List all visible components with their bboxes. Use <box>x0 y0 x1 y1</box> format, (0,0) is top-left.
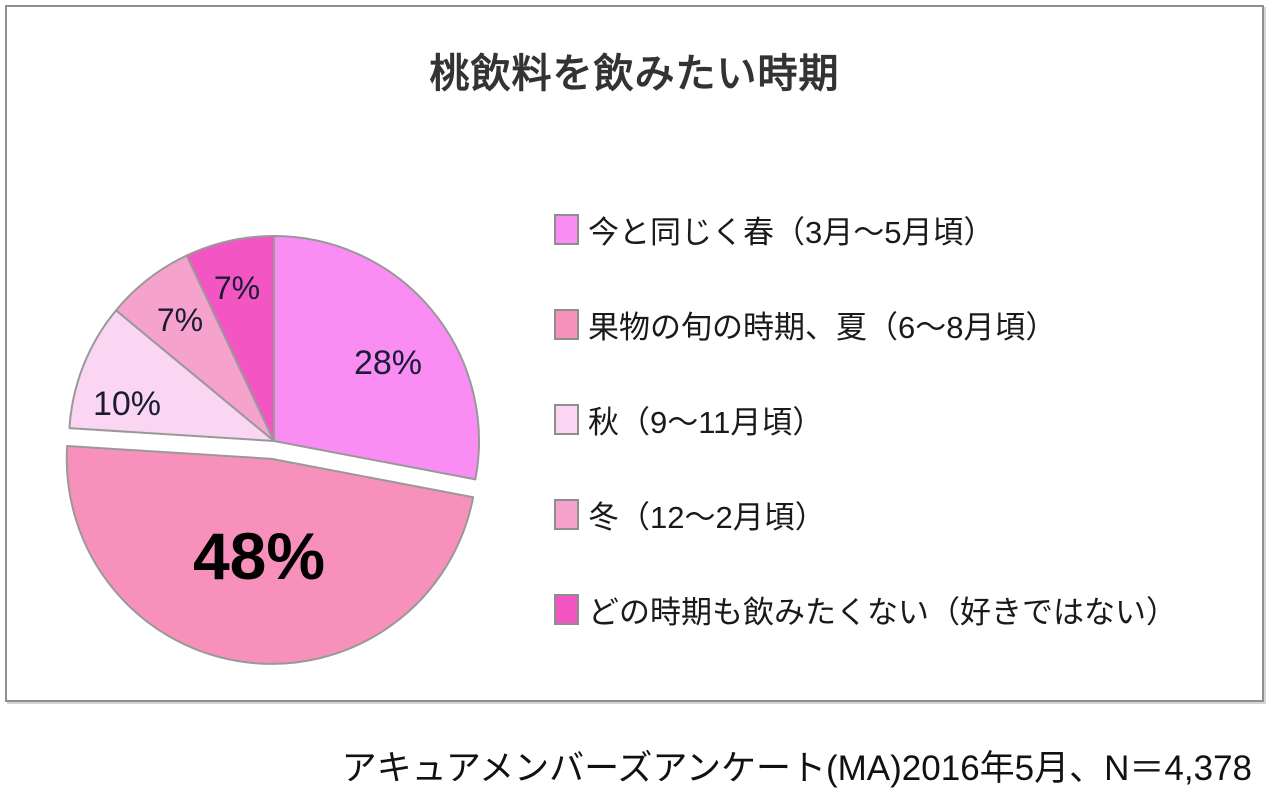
legend-swatch <box>554 308 579 340</box>
pie-slice-label: 7% <box>157 302 203 338</box>
legend-label: 果物の旬の時期、夏（6～8月頃） <box>588 309 1057 345</box>
pie-data-labels: 28% 48% 10% 7% 7% <box>93 270 422 593</box>
chart-legend: 今と同じく春（3月～5月頃） 果物の旬の時期、夏（6～8月頃） 秋（9～11月頃） 冬… <box>554 207 1177 682</box>
legend-item: 冬（12～2月頃） <box>554 492 1177 536</box>
pie-slice-label: 7% <box>214 270 260 306</box>
pie-slice <box>185 235 275 442</box>
legend-swatch <box>554 498 579 530</box>
legend-label: どの時期も飲みたくない（好きではない） <box>588 594 1177 630</box>
pie-slice <box>65 444 475 665</box>
pie-slice <box>273 235 480 481</box>
chart-title: 桃飲料を飲みたい時期 <box>429 52 840 96</box>
pie-slice-label: 10% <box>93 385 161 423</box>
pie-chart: 28% 48% 10% 7% 7% <box>65 235 480 665</box>
chart-panel: 桃飲料を飲みたい時期 28% 48% 10% 7% 7% 今と同じく春（3月～5月頃） 果… <box>5 5 1264 702</box>
legend-item: どの時期も飲みたくない（好きではない） <box>554 587 1177 631</box>
legend-label: 秋（9～11月頃） <box>588 404 824 440</box>
legend-item: 果物の旬の時期、夏（6～8月頃） <box>554 302 1177 346</box>
legend-swatch <box>554 403 579 435</box>
legend-label: 今と同じく春（3月～5月頃） <box>588 214 995 250</box>
legend-swatch <box>554 593 579 625</box>
pie-slice <box>68 309 275 442</box>
legend-swatch <box>554 213 579 245</box>
pie-slices <box>65 235 480 665</box>
legend-item: 秋（9～11月頃） <box>554 397 1177 441</box>
legend-item: 今と同じく春（3月～5月頃） <box>554 207 1177 251</box>
pie-slice-label: 48% <box>193 519 325 593</box>
source-caption: アキュアメンバーズアンケート(MA)2016年5月、N＝4,378 <box>341 749 1252 788</box>
pie-slice-label: 28% <box>354 344 422 382</box>
legend-label: 冬（12～2月頃） <box>588 499 826 535</box>
